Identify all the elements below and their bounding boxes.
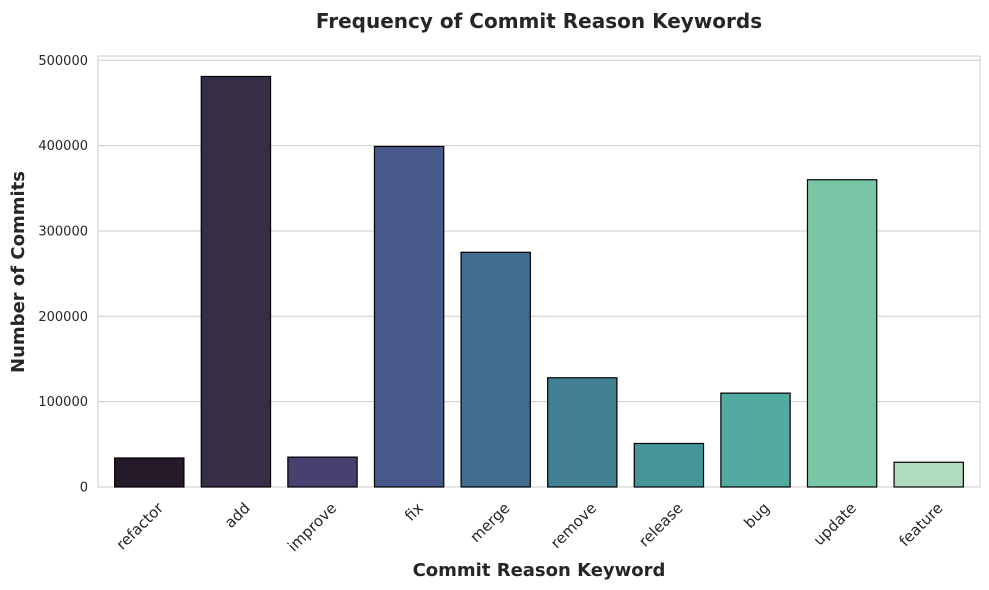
bar-refactor [114,457,185,488]
x-tick-label-bug: bug [740,499,773,532]
bar-improve [287,456,358,488]
bar-update [806,179,878,488]
x-tick-label-add: add [221,499,254,532]
x-tick-label-update: update [810,499,860,549]
bar-fix [373,145,445,488]
y-axis-label: Number of Commits [8,171,29,373]
bar-bug [720,392,791,488]
y-tick-label: 400000 [38,139,88,154]
x-tick-label-feature: feature [895,499,946,550]
chart-title: Frequency of Commit Reason Keywords [316,9,762,33]
bar-merge [460,251,531,488]
x-tick-label-merge: merge [466,499,513,546]
bar-release [633,442,705,488]
x-tick-label-refactor: refactor [113,498,168,553]
bar-feature [893,461,964,488]
x-tick-label-fix: fix [401,499,427,525]
y-tick-label: 300000 [38,224,88,239]
bar-remove [547,377,618,488]
x-axis-label: Commit Reason Keyword [413,560,666,581]
y-tick-label: 200000 [38,310,88,325]
bars [114,75,964,488]
bar-add [200,75,272,488]
x-axis-ticks: refactor add improve fix merge remove release b… [113,498,947,555]
y-tick-label: 100000 [38,395,88,410]
y-tick-label: 500000 [38,54,88,69]
x-tick-label-remove: remove [547,499,600,552]
y-axis-ticks: 0 100000 200000 300000 400000 500000 [38,54,88,496]
y-tick-label: 0 [80,481,88,496]
x-tick-label-release: release [635,499,686,550]
plot-area-frame [97,55,981,488]
x-tick-label-improve: improve [284,499,340,555]
